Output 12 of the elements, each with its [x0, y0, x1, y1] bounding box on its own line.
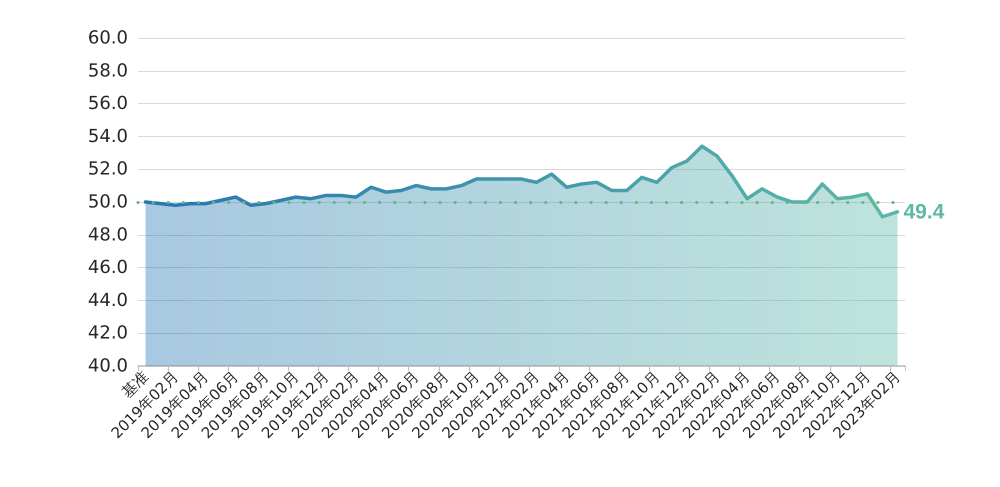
- y-tick-label: 46.0: [88, 257, 128, 278]
- y-tick-label: 48.0: [88, 224, 128, 246]
- y-tick-label: 42.0: [88, 322, 128, 344]
- y-tick-label: 52.0: [88, 158, 128, 180]
- y-tick-label: 40.0: [88, 356, 128, 376]
- data-label: 49.4: [903, 200, 945, 224]
- y-tick-label: 56.0: [88, 93, 128, 114]
- y-tick-label: 50.0: [88, 192, 128, 212]
- y-tick-label: 44.0: [88, 290, 128, 311]
- y-tick-label: 60.0: [88, 28, 128, 48]
- y-tick-label: 54.0: [88, 126, 128, 147]
- y-tick-label: 58.0: [88, 60, 128, 82]
